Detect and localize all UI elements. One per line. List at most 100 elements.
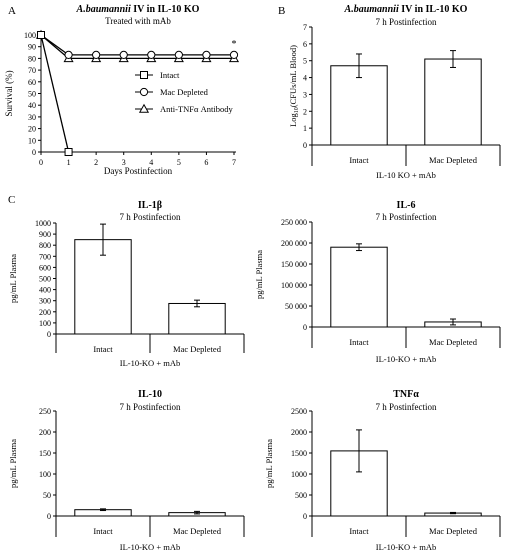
panel-c-il1b-title: IL-1β — [138, 200, 162, 211]
panel-c-tnfa-category-label: Mac Depleted — [429, 526, 478, 536]
panel-c-il10-y-tick-label: 100 — [39, 470, 51, 479]
panel-a-legend-marker — [140, 71, 148, 79]
panel-a-x-tick-label: 1 — [67, 158, 71, 167]
panel-b-y-label: Log10(CFUs/mL Blood) — [288, 45, 300, 127]
panel-b-x-label: IL-10 KO + mAb — [376, 170, 436, 180]
panel-a-legend-label: Intact — [160, 70, 180, 80]
panel-c-il10-y-tick-label: 0 — [47, 512, 51, 521]
panel-a-series-line-mac-depleted — [40, 34, 234, 56]
panel-a-y-tick-label: 40 — [28, 101, 36, 110]
panel-c-il1b-y-tick-label: 400 — [39, 286, 51, 295]
panel-c-il6-category-label: Mac Depleted — [429, 337, 478, 347]
panel-c-il10-y-tick-label: 200 — [39, 428, 51, 437]
panel-c-il10-y-tick-label: 50 — [43, 491, 51, 500]
panel-c-il1b-category-label: Intact — [93, 344, 113, 354]
panel-c-il10-category-label: Intact — [93, 526, 113, 536]
panel-c-tnfa-y-label: pg/mL Plasma — [264, 439, 274, 488]
panel-c-il1b-y-tick-label: 200 — [39, 308, 51, 317]
panel-a-point-square — [64, 148, 73, 156]
panel-a-subtitle: Treated with mAb — [105, 16, 171, 26]
panel-c-il1b-y-tick-label: 800 — [39, 241, 51, 250]
panel-c-il10-subtitle: 7 h Postinfection — [120, 402, 181, 412]
panel-c-il6-y-tick-label: 0 — [303, 323, 307, 332]
panel-c-tnfa-x-label: IL-10-KO + mAb — [376, 542, 437, 552]
panel-b-subtitle: 7 h Postinfection — [376, 17, 437, 27]
panel-b-y-tick-label: 7 — [303, 23, 307, 32]
panel-c-il10-title: IL-10 — [138, 389, 162, 400]
panel-b-category-label: Mac Depleted — [429, 155, 478, 165]
panel-c-tnfa-subtitle: 7 h Postinfection — [376, 402, 437, 412]
panel-c-il10-y-tick-label: 250 — [39, 407, 51, 416]
panel-a-point-circle — [229, 50, 239, 59]
panel-a-legend-marker — [138, 103, 150, 113]
panel-c-il6-y-tick-label: 100 000 — [281, 281, 307, 290]
panel-c-il1b-y-tick-label: 700 — [39, 252, 51, 261]
panel-a-y-tick-label: 0 — [32, 148, 36, 157]
panel-a-annotation: * — [232, 39, 237, 50]
panel-a-y-tick-label: 30 — [28, 113, 36, 122]
panel-a-point-circle — [64, 50, 73, 59]
panel-a-title: A.baumannii IV in IL-10 KO — [76, 4, 200, 15]
panel-c-il1b-bar — [168, 302, 226, 335]
panel-c-il10-y-tick-label: 150 — [39, 449, 51, 458]
panel-c-tnfa-y-tick-label: 1500 — [291, 449, 307, 458]
panel-a-point-circle — [92, 50, 101, 59]
panel-a-point-circle — [202, 50, 211, 59]
panel-c-il6-subtitle: 7 h Postinfection — [376, 212, 437, 222]
panel-a-y-tick-label: 50 — [28, 90, 36, 99]
panel-c-il6-category-label: Intact — [349, 337, 369, 347]
panel-a-point-circle — [174, 50, 183, 59]
panel-a-legend-label: Mac Depleted — [160, 87, 209, 97]
panel-c-il10-category-label: Mac Depleted — [173, 526, 222, 536]
panel-b-y-tick-label: 0 — [303, 141, 307, 150]
panel-a-x-tick-label: 5 — [177, 158, 181, 167]
panel-a-x-tick-label: 0 — [39, 158, 43, 167]
panel-a-x-label: Days Postinfection — [104, 166, 173, 176]
panel-c-il6-y-tick-label: 150 000 — [281, 260, 307, 269]
panel-b-bar — [330, 65, 388, 146]
panel-a-y-tick-label: 100 — [24, 31, 36, 40]
panel-label-c: C — [8, 194, 15, 206]
panel-b-title: A.baumannii IV in IL-10 KO — [344, 4, 468, 15]
panel-c-il1b-category-label: Mac Depleted — [173, 344, 222, 354]
panel-c-il10-y-label: pg/mL Plasma — [8, 439, 18, 488]
panel-c-il1b-y-tick-label: 500 — [39, 275, 51, 284]
panel-c-il1b-y-tick-label: 1000 — [35, 219, 51, 228]
panel-c-tnfa-y-tick-label: 0 — [303, 512, 307, 521]
panel-c-il1b-y-tick-label: 0 — [47, 330, 51, 339]
panel-b-y-tick-label: 5 — [303, 57, 307, 66]
panel-c-il6-y-tick-label: 200 000 — [281, 239, 307, 248]
panel-label-b: B — [278, 5, 285, 17]
panel-c-il1b-y-tick-label: 600 — [39, 263, 51, 272]
panel-a-legend-label: Anti-TNFα Antibody — [160, 104, 233, 114]
panel-label-a: A — [8, 5, 16, 17]
panel-a-y-tick-label: 70 — [28, 66, 36, 75]
panel-c-il6-y-tick-label: 50 000 — [285, 302, 307, 311]
panel-a-x-tick-label: 4 — [149, 158, 153, 167]
panel-b-y-tick-label: 2 — [303, 107, 307, 116]
panel-c-il6-y-tick-label: 250 000 — [281, 218, 307, 227]
panel-a-point-circle — [119, 50, 128, 59]
panel-c-il1b-y-tick-label: 100 — [39, 319, 51, 328]
panel-b-y-tick-label: 3 — [303, 90, 307, 99]
panel-b-y-tick-label: 4 — [303, 74, 307, 83]
panel-b-bar — [424, 58, 482, 146]
panel-b-y-tick-label: 1 — [303, 124, 307, 133]
panel-a-legend-marker — [139, 87, 149, 97]
panel-c-il1b-x-label: IL-10-KO + mAb — [120, 358, 181, 368]
panel-a-y-label: Survival (%) — [4, 70, 14, 116]
panel-a-y-tick-label: 60 — [28, 78, 36, 87]
panel-c-tnfa-title: TNFα — [393, 389, 419, 400]
panel-c-il6-y-label: pg/mL Plasma — [254, 250, 264, 299]
panel-a-x-tick-label: 7 — [232, 158, 236, 167]
panel-b-y-tick-label: 6 — [303, 40, 307, 49]
panel-a-point-square — [37, 31, 45, 39]
panel-b-category-label: Intact — [349, 155, 369, 165]
panel-c-tnfa-category-label: Intact — [349, 526, 369, 536]
panel-c-il1b-y-label: pg/mL Plasma — [8, 254, 18, 303]
panel-a-y-tick-label: 20 — [28, 125, 36, 134]
panel-c-tnfa-y-tick-label: 2000 — [291, 428, 307, 437]
panel-a-x-tick-label: 2 — [94, 158, 98, 167]
panel-c-il1b-y-tick-label: 300 — [39, 297, 51, 306]
panel-a-series-line-anti-tnf-antibody — [40, 34, 234, 60]
